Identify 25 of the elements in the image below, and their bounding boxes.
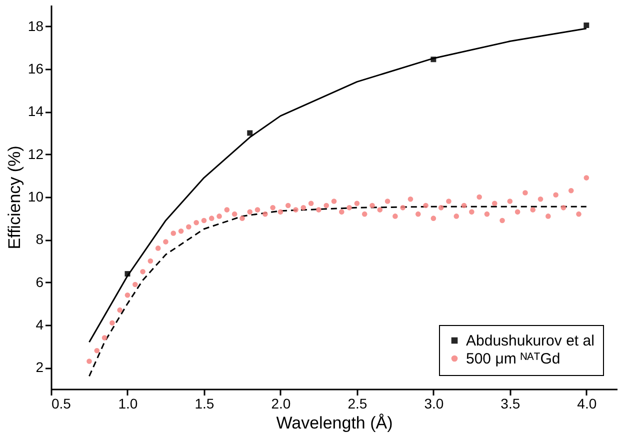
y-tick-label: 8 [36, 231, 44, 248]
y-tick-label: 6 [36, 274, 44, 290]
x-tick-label: 4.0 [577, 396, 597, 412]
y-tick-label: 2 [36, 359, 44, 376]
y-tick-label: 14 [28, 103, 44, 120]
x-axis-title: Wavelength (Å) [276, 414, 393, 432]
y-tick-label: 16 [28, 60, 44, 76]
point [430, 56, 436, 62]
x-tick-label: 1.0 [118, 396, 138, 412]
point [124, 271, 130, 277]
x-tick-label: 3.5 [500, 396, 520, 412]
legend-label: Abdushukurov et al [466, 332, 594, 350]
y-tick-label: 12 [28, 146, 44, 162]
x-tick-label: 0.5 [52, 396, 72, 412]
y-tick-label: 10 [28, 188, 44, 204]
x-tick-label: 1.5 [194, 396, 214, 412]
x-tick-label: 2.0 [271, 396, 291, 412]
y-tick-label: 4 [36, 316, 44, 332]
x-tick-label: 3.0 [424, 396, 444, 412]
y-axis-title: Efficiency (%) [4, 146, 24, 250]
x-tick-label: 2.5 [348, 396, 368, 412]
point [247, 130, 253, 136]
y-tick-label: 18 [28, 18, 44, 34]
legend-label: 500 μm ᴺᴬᵀGd [466, 350, 560, 368]
point [584, 22, 590, 28]
